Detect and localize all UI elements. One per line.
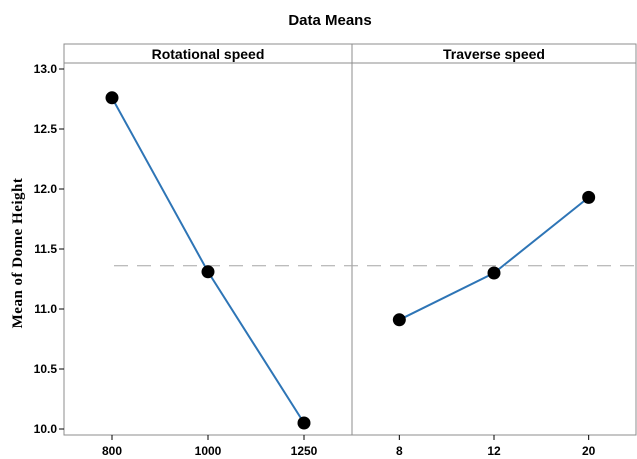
y-tick-label: 13.0 <box>34 62 58 76</box>
y-axis-label: Mean of Dome Height <box>10 178 26 329</box>
x-tick-label: 12 <box>487 444 501 458</box>
x-tick-label: 20 <box>582 444 596 458</box>
y-tick-label: 10.5 <box>34 362 58 376</box>
x-tick-label: 1250 <box>291 444 318 458</box>
y-tick-label: 10.0 <box>34 422 58 436</box>
data-point <box>392 313 406 327</box>
x-tick-label: 800 <box>102 444 122 458</box>
data-point <box>105 91 119 105</box>
y-tick-label: 12.5 <box>34 122 58 136</box>
x-tick-label: 1000 <box>195 444 222 458</box>
series-line <box>111 97 305 424</box>
panel-title: Rotational speed <box>152 46 265 62</box>
y-tick-label: 11.0 <box>34 302 57 316</box>
data-point <box>487 266 501 280</box>
series-line <box>398 196 590 321</box>
data-point <box>582 190 596 204</box>
chart-title: Data Means <box>288 12 371 29</box>
data-point <box>297 416 311 430</box>
plot-frame <box>63 43 637 436</box>
data-point <box>201 265 215 279</box>
y-tick-label: 11.5 <box>34 242 57 256</box>
x-tick-label: 8 <box>396 444 403 458</box>
panel-title: Traverse speed <box>443 46 545 62</box>
y-tick-label: 12.0 <box>34 182 58 196</box>
